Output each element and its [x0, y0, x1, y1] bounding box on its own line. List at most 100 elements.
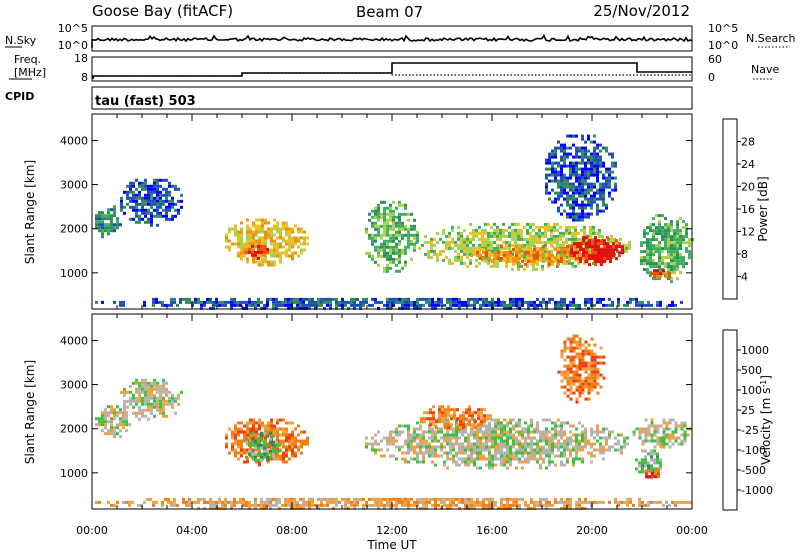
heatmap-cell	[463, 228, 466, 232]
heatmap-cell	[285, 454, 288, 458]
colorbar-tick-label: 8	[741, 248, 748, 261]
heatmap-cell	[234, 242, 237, 246]
heatmap-cell	[446, 297, 449, 301]
heatmap-cell	[512, 436, 515, 440]
heatmap-cell	[413, 248, 416, 252]
heatmap-cell	[587, 343, 591, 347]
heatmap-cell	[573, 254, 576, 258]
heatmap-cell	[488, 500, 491, 504]
heatmap-cell	[644, 439, 648, 443]
heatmap-cell	[560, 176, 563, 180]
heatmap-cell	[228, 230, 231, 234]
heatmap-cell	[451, 225, 454, 229]
heatmap-cell	[485, 497, 488, 501]
heatmap-cell	[521, 445, 524, 449]
heatmap-cell	[98, 220, 101, 224]
heatmap-cell	[548, 439, 551, 443]
heatmap-cell	[572, 170, 575, 174]
heatmap-cell	[389, 306, 392, 310]
heatmap-cell	[95, 214, 98, 218]
heatmap-cell	[246, 230, 249, 234]
heatmap-cell	[467, 463, 470, 467]
heatmap-cell	[581, 367, 585, 371]
heatmap-cell	[285, 436, 288, 440]
heatmap-cell	[521, 433, 524, 437]
heatmap-cell	[141, 414, 144, 418]
heatmap-cell	[398, 497, 401, 501]
heatmap-cell	[584, 188, 587, 192]
heatmap-cell	[521, 454, 524, 458]
heatmap-cell	[518, 247, 521, 251]
heatmap-cell	[542, 457, 545, 461]
heatmap-cell	[674, 430, 678, 434]
heatmap-cell	[674, 303, 677, 307]
heatmap-cell	[511, 234, 514, 238]
heatmap-cell	[494, 300, 497, 304]
heatmap-cell	[308, 497, 311, 501]
heatmap-cell	[450, 414, 453, 418]
freq-panel: Freq. [MHz] 18 8 60 0 Nave	[9, 52, 779, 84]
heatmap-cell	[374, 248, 377, 252]
heatmap-cell	[566, 337, 570, 341]
heatmap-cell	[524, 436, 527, 440]
heatmap-cell	[285, 445, 288, 449]
heatmap-cell	[230, 300, 233, 304]
heatmap-cell	[389, 245, 392, 249]
heatmap-cell	[389, 430, 392, 434]
y-tick-label: 3000	[60, 179, 88, 192]
heatmap-cell	[248, 500, 251, 504]
heatmap-cell	[569, 382, 573, 386]
heatmap-cell	[674, 503, 677, 507]
heatmap-cell	[150, 190, 153, 194]
heatmap-cell	[380, 439, 383, 443]
heatmap-cell	[380, 242, 383, 246]
heatmap-cell	[461, 497, 464, 501]
heatmap-cell	[572, 379, 576, 383]
heatmap-cell	[464, 436, 467, 440]
heatmap-cell	[512, 297, 515, 301]
time-axis-labels: 00:00 04:00 08:00 12:00 16:00 20:00 00:00	[76, 524, 708, 537]
heatmap-cell	[377, 448, 380, 452]
heatmap-cell	[413, 503, 416, 507]
heatmap-cell	[494, 503, 497, 507]
heatmap-cell	[572, 337, 576, 341]
heatmap-cell	[317, 303, 320, 307]
heatmap-cell	[371, 221, 374, 225]
heatmap-cell	[467, 503, 470, 507]
heatmap-cell	[602, 185, 605, 189]
heatmap-cell	[302, 506, 305, 510]
heatmap-cell	[401, 233, 404, 237]
heatmap-cell	[488, 503, 491, 507]
heatmap-cell	[491, 297, 494, 301]
heatmap-cell	[585, 242, 588, 246]
heatmap-cell	[439, 252, 442, 256]
nsearch-tick-top: 10^5	[708, 22, 738, 35]
heatmap-cell	[581, 191, 584, 195]
heatmap-cell	[209, 297, 212, 301]
heatmap-cell	[457, 252, 460, 256]
heatmap-cell	[116, 223, 119, 227]
heatmap-cell	[377, 227, 380, 231]
heatmap-cell	[611, 161, 614, 165]
heatmap-cell	[566, 152, 569, 156]
heatmap-cell	[597, 239, 600, 243]
heatmap-cell	[395, 297, 398, 301]
heatmap-cell	[646, 259, 649, 263]
heatmap-cell	[593, 200, 596, 204]
heatmap-cell	[493, 231, 496, 235]
heatmap-cell	[518, 457, 521, 461]
heatmap-cell	[380, 224, 383, 228]
heatmap-cell	[653, 500, 656, 504]
heatmap-cell	[282, 454, 285, 458]
heatmap-cell	[263, 446, 266, 450]
heatmap-cell	[557, 303, 560, 307]
heatmap-cell	[454, 255, 457, 259]
heatmap-cell	[577, 246, 580, 250]
heatmap-cell	[267, 233, 270, 237]
heatmap-cell	[682, 262, 685, 266]
heatmap-cell	[472, 228, 475, 232]
heatmap-cell	[500, 500, 503, 504]
heatmap-cell	[565, 228, 568, 232]
x-tick-label: 04:00	[176, 524, 208, 537]
